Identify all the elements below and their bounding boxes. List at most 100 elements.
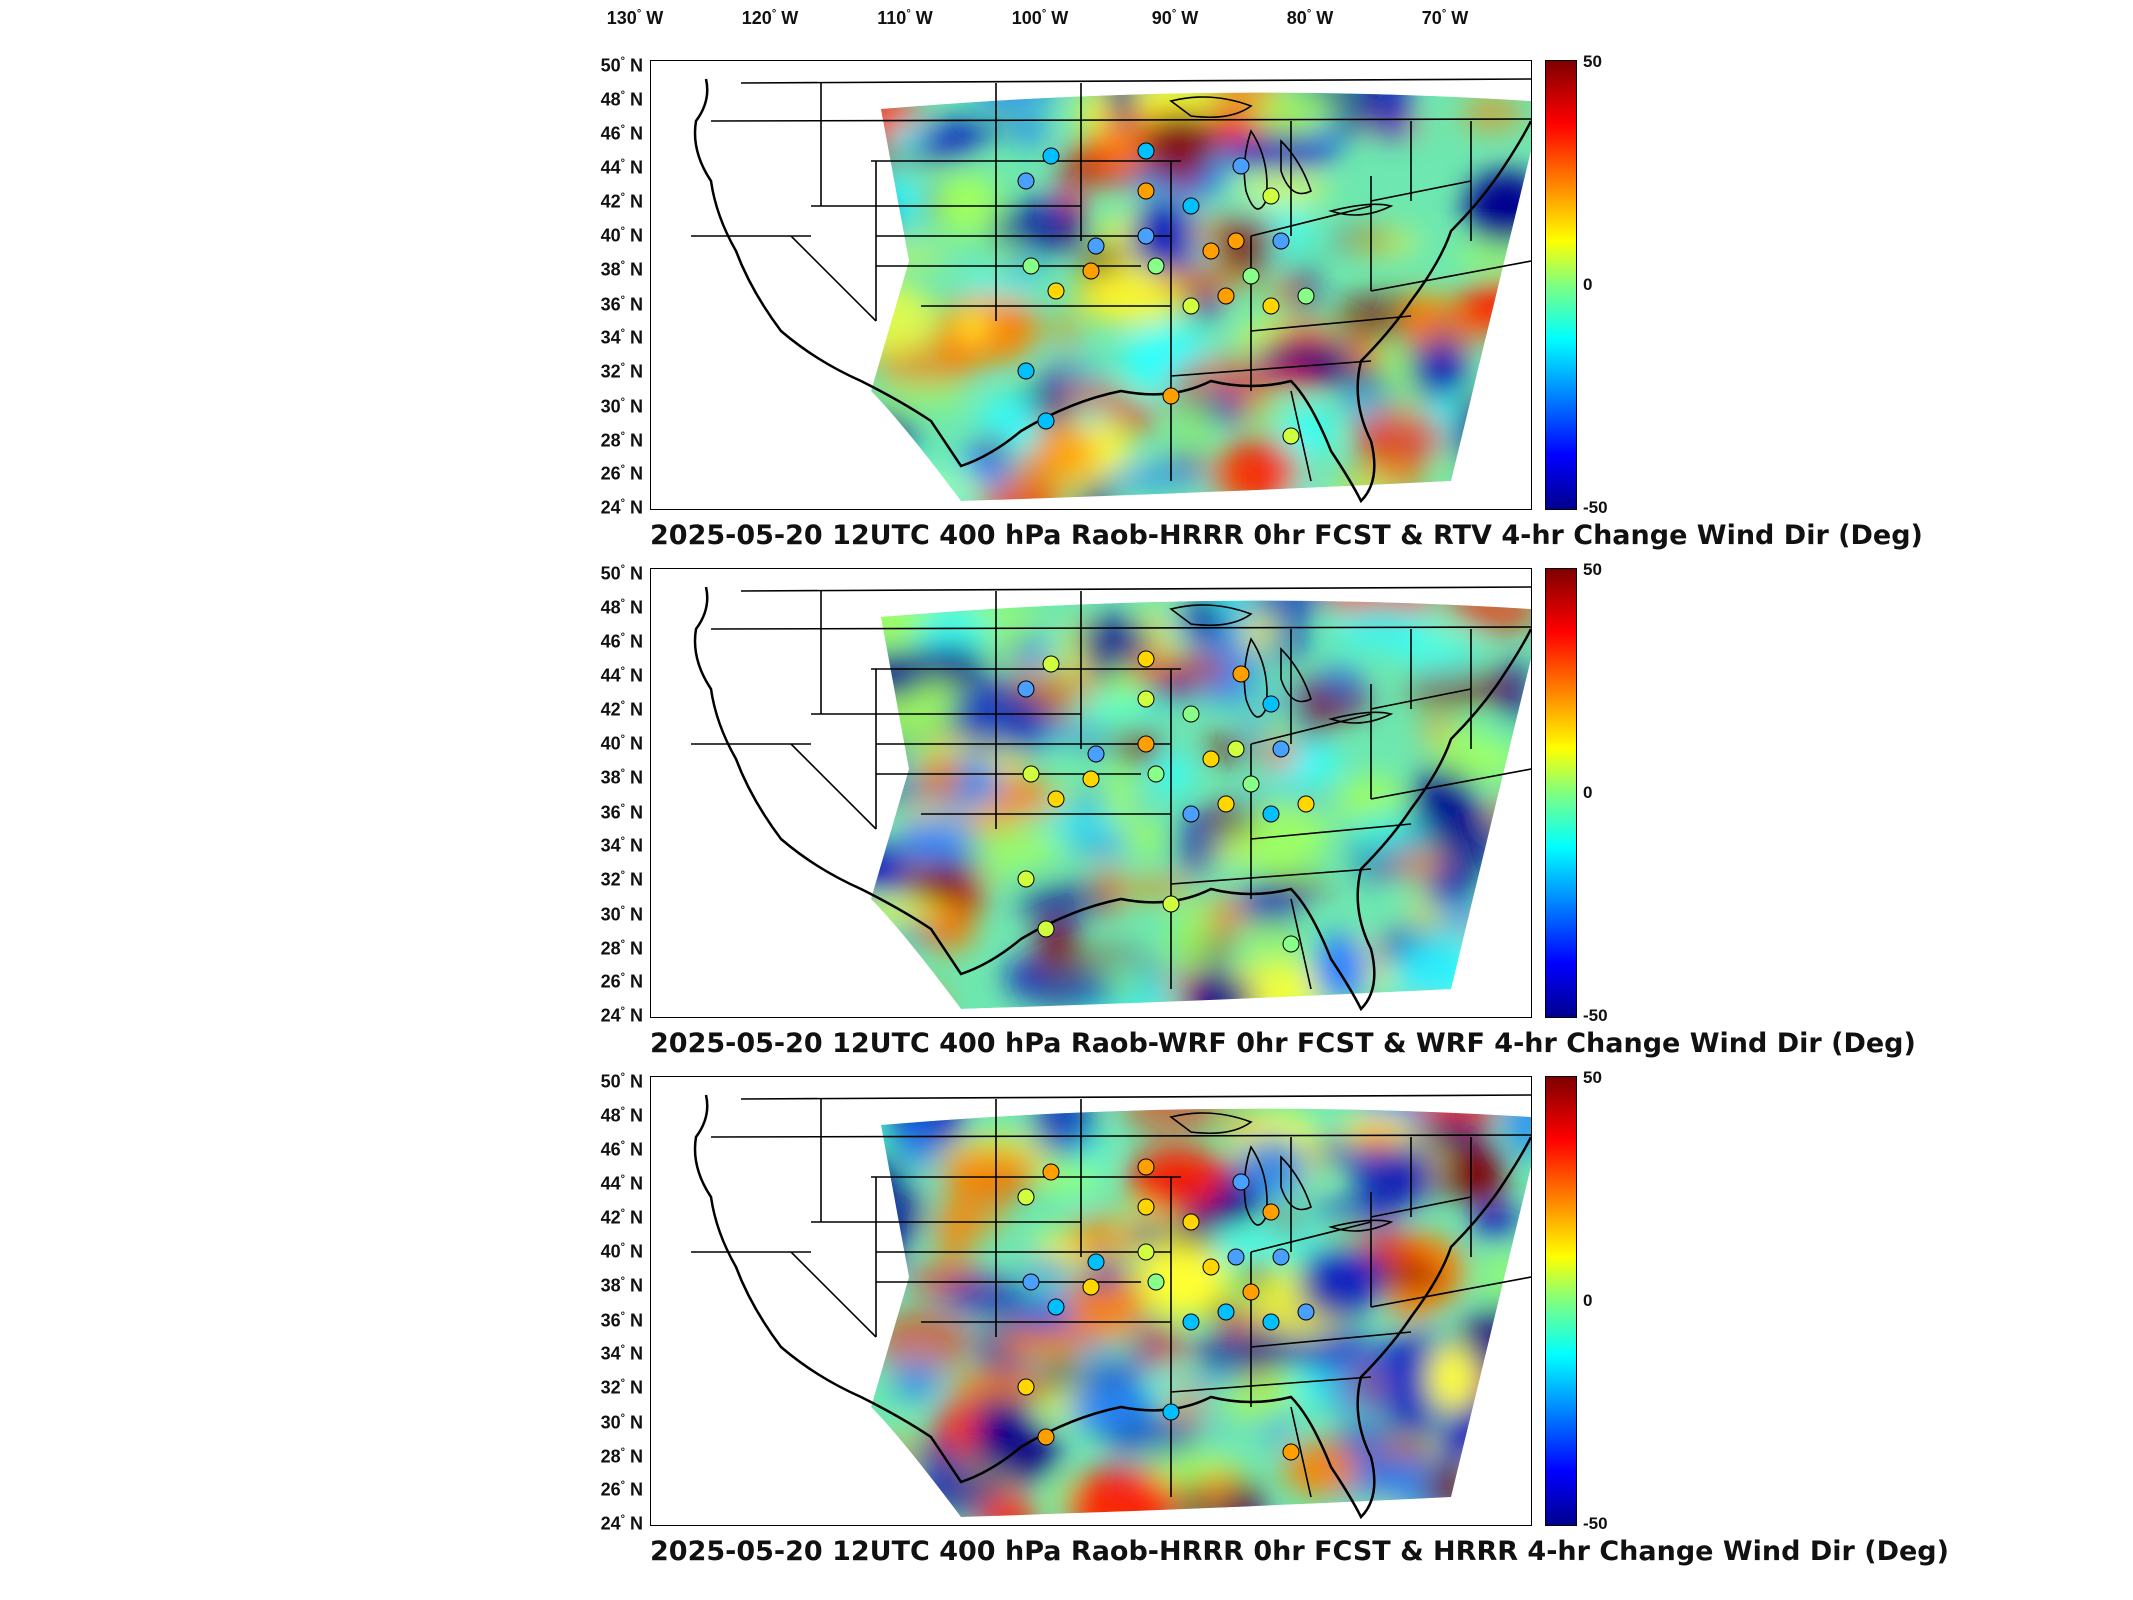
latitude-label: 40° N: [600, 1241, 643, 1262]
field-blob: [1092, 281, 1135, 304]
field-blob: [874, 1308, 973, 1375]
raob-station-marker: [1262, 695, 1280, 713]
field-blob: [957, 309, 988, 342]
field-blob: [1133, 1318, 1187, 1375]
longitude-label: 130° W: [606, 8, 664, 28]
field-blob: [1182, 600, 1233, 644]
field-blob: [1064, 1467, 1179, 1518]
latitude-label: 32° N: [600, 869, 643, 890]
raob-station-marker: [1037, 1428, 1055, 1446]
latitude-label: 40° N: [600, 733, 643, 754]
field-blob: [1218, 600, 1251, 622]
field-blob: [1293, 1366, 1325, 1409]
field-blob: [1476, 1359, 1531, 1407]
latitude-label: 50° N: [600, 1071, 643, 1092]
field-blob: [1408, 335, 1464, 401]
colorbar-min-label: -50: [1583, 1514, 1608, 1533]
raob-station-marker: [1217, 287, 1235, 305]
field-blob: [1306, 363, 1389, 385]
field-blob: [1487, 299, 1531, 335]
latitude-label: 46° N: [600, 1139, 643, 1160]
raob-station-marker: [1137, 1243, 1155, 1261]
field-blob: [1388, 1284, 1435, 1322]
latitude-label: 26° N: [600, 463, 643, 484]
raob-station-marker: [1047, 1298, 1065, 1316]
field-blob: [917, 643, 991, 687]
raob-station-marker: [1082, 1278, 1100, 1296]
field-blob: [1202, 800, 1255, 840]
state-boundary: [1250, 205, 1372, 237]
raob-station-marker: [1232, 665, 1250, 683]
state-boundary: [1290, 390, 1312, 482]
state-boundary: [740, 78, 1531, 84]
field-blob: [1001, 1310, 1073, 1330]
field-blob: [1312, 933, 1369, 1003]
field-blob: [1102, 1416, 1202, 1459]
raob-station-marker: [1047, 282, 1065, 300]
field-blob: [1205, 893, 1247, 937]
state-boundary: [790, 235, 877, 322]
raob-station-marker: [1082, 770, 1100, 788]
field-blob: [1107, 92, 1137, 128]
field-blob: [1336, 783, 1388, 816]
raob-station-marker: [1297, 287, 1315, 305]
field-blob: [871, 987, 947, 1010]
field-blob: [1403, 291, 1436, 350]
field-blob: [1427, 1343, 1477, 1413]
field-blob: [1405, 665, 1517, 709]
raob-station-marker: [1137, 227, 1155, 245]
great-lake-outline: [1280, 1155, 1312, 1211]
latitude-label: 26° N: [600, 1479, 643, 1500]
latitude-label: 32° N: [600, 1377, 643, 1398]
field-blob: [1241, 606, 1272, 653]
raob-station-marker: [1182, 1313, 1200, 1331]
state-boundary: [1370, 180, 1472, 202]
great-lake-outline: [1280, 647, 1312, 703]
field-blob: [1242, 1261, 1271, 1290]
raob-station-marker: [1087, 1253, 1105, 1271]
raob-station-marker: [1242, 775, 1260, 793]
state-boundary: [1370, 1276, 1531, 1308]
field-blob: [878, 173, 925, 224]
latitude-label: 48° N: [600, 1105, 643, 1126]
state-boundary: [1290, 898, 1312, 990]
field-blob: [1430, 723, 1506, 776]
field-blob: [1129, 202, 1192, 272]
field-blob: [1457, 600, 1531, 633]
latitude-label: 42° N: [600, 191, 643, 212]
colorbar: [1545, 1076, 1577, 1526]
field-blob: [1356, 1131, 1396, 1149]
field-blob: [1159, 264, 1248, 299]
field-blob: [871, 901, 948, 921]
longitude-label: 90° W: [1151, 8, 1199, 28]
field-blob: [1119, 875, 1198, 900]
field-blob: [1353, 408, 1446, 468]
field-blob: [871, 1152, 896, 1197]
raob-station-marker: [1272, 740, 1290, 758]
colorbar-max-label: 50: [1583, 560, 1602, 579]
latitude-label: 28° N: [600, 938, 643, 959]
colorbar-min-label: -50: [1583, 1006, 1608, 1025]
field-blob: [966, 824, 1061, 871]
field-blob: [1480, 1245, 1527, 1309]
state-boundaries: [691, 586, 1531, 990]
map-area: [650, 568, 1532, 1018]
raob-station-marker: [1162, 1403, 1180, 1421]
state-boundary: [710, 118, 1531, 122]
field-blob: [1308, 1200, 1380, 1222]
latitude-label: 40° N: [600, 225, 643, 246]
latitude-label: 48° N: [600, 89, 643, 110]
raob-station-marker: [1202, 1258, 1220, 1276]
field-blob: [940, 293, 1040, 364]
field-blob: [1176, 1475, 1266, 1518]
raob-station-marker: [1042, 147, 1060, 165]
field-blob: [943, 1276, 1031, 1316]
raob-station-marker: [1262, 187, 1280, 205]
longitude-label: 70° W: [1421, 8, 1469, 28]
field-blob: [1237, 172, 1329, 206]
latitude-label: 42° N: [600, 1207, 643, 1228]
raob-station-marker: [1272, 1248, 1290, 1266]
field-blob: [908, 476, 985, 495]
field-blob: [1124, 813, 1163, 858]
field-blob: [1268, 1216, 1304, 1234]
